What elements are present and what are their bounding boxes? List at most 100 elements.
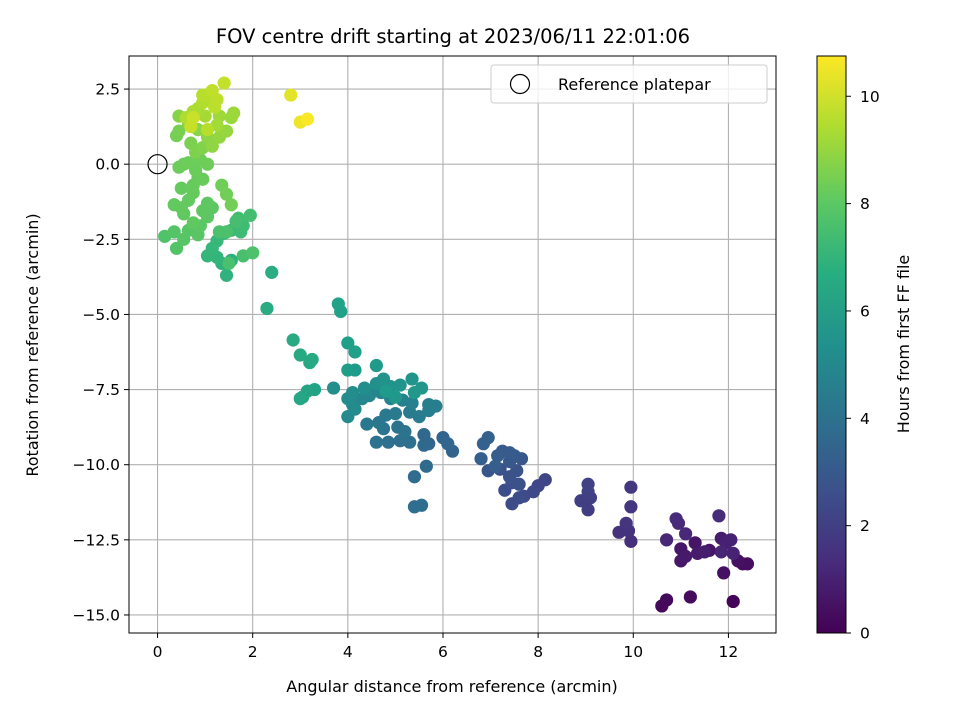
data-point (196, 204, 210, 218)
data-point (186, 111, 200, 125)
x-axis-ticks: 0 2 4 6 8 10 12 (153, 633, 739, 661)
y-axis-ticks: 2.5 0.0 −2.5 −5.0 −7.5 −10.0 −12.5 −15.0 (73, 81, 129, 624)
y-tick-label: 2.5 (95, 81, 120, 99)
x-tick-label: 2 (248, 643, 258, 661)
data-point (217, 76, 231, 90)
data-point (412, 410, 426, 424)
data-point (205, 83, 219, 98)
data-point (219, 124, 234, 138)
data-point (369, 358, 383, 373)
data-point (683, 590, 697, 604)
data-point (229, 214, 243, 228)
data-point (205, 139, 219, 153)
data-point (388, 407, 403, 421)
data-point (326, 381, 341, 395)
data-point (407, 500, 422, 514)
data-point (348, 402, 362, 416)
data-point (284, 88, 298, 102)
data-point (712, 509, 726, 523)
data-point (345, 385, 360, 400)
data-point (388, 390, 403, 404)
colorbar-tick-label: 4 (860, 410, 870, 428)
data-point (219, 225, 234, 239)
data-point (286, 333, 300, 347)
y-tick-label: −7.5 (82, 381, 120, 399)
data-point (293, 391, 307, 406)
data-point (355, 391, 369, 406)
data-point (246, 246, 260, 260)
legend: Reference platepar (490, 64, 768, 104)
data-point (360, 417, 374, 431)
data-point (300, 112, 315, 126)
data-point (512, 491, 526, 505)
data-point (679, 549, 693, 563)
data-point (581, 477, 595, 491)
data-point (581, 503, 595, 517)
data-point (407, 385, 422, 400)
data-point (488, 459, 502, 473)
reference-marker (147, 154, 168, 175)
data-point (260, 301, 274, 316)
data-point (624, 480, 638, 494)
x-tick-label: 8 (533, 643, 543, 661)
y-tick-label: −12.5 (73, 531, 121, 549)
legend-reference-marker (509, 73, 531, 95)
data-point (441, 437, 455, 451)
data-point (417, 428, 431, 442)
data-point (227, 106, 241, 120)
data-point (659, 533, 674, 547)
data-points (158, 76, 755, 613)
data-point (417, 438, 431, 452)
colorbar-tick-label: 8 (860, 195, 870, 213)
data-point (474, 452, 488, 466)
data-point (624, 500, 638, 514)
data-point (379, 384, 393, 398)
data-point (369, 435, 383, 449)
data-point (574, 494, 588, 508)
y-axis-label: Rotation from reference (arcmin) (23, 213, 42, 476)
x-axis-label: Angular distance from reference (arcmin) (286, 677, 617, 696)
data-point (186, 216, 200, 230)
data-point (669, 512, 683, 526)
colorbar: 0 2 4 6 8 10 Hours from first FF file (816, 55, 913, 643)
data-point (422, 398, 436, 412)
data-point (265, 265, 279, 279)
legend-entry-reference-platepar: Reference platepar (558, 75, 711, 94)
reference-marker-layer (147, 154, 168, 175)
data-point (181, 156, 196, 170)
data-point (726, 546, 740, 560)
data-point (659, 593, 674, 607)
data-point (305, 352, 319, 367)
x-tick-label: 12 (719, 643, 739, 661)
colorbar-label: Hours from first FF file (894, 255, 913, 434)
data-point (688, 536, 702, 550)
data-point (293, 348, 307, 362)
data-point (172, 124, 186, 138)
colorbar-tick-label: 6 (860, 302, 870, 320)
data-point (481, 431, 495, 445)
colorbar-ticks: 0 2 4 6 8 10 (846, 88, 880, 643)
data-point (407, 470, 422, 484)
data-point (698, 545, 712, 559)
data-point (624, 534, 638, 548)
data-point (174, 181, 188, 195)
data-point (391, 420, 405, 434)
data-point (243, 208, 257, 222)
data-point (348, 345, 362, 359)
data-point (405, 372, 419, 386)
data-point (169, 241, 184, 255)
x-tick-label: 10 (623, 643, 643, 661)
chart-title: FOV centre drift starting at 2023/06/11 … (216, 25, 690, 48)
data-point (726, 594, 740, 609)
x-tick-label: 0 (153, 643, 163, 661)
y-tick-label: 0.0 (95, 156, 120, 174)
x-tick-label: 4 (343, 643, 353, 661)
data-point (341, 336, 355, 350)
x-tick-label: 6 (438, 643, 448, 661)
data-point (724, 533, 738, 547)
data-point (717, 566, 731, 580)
colorbar-tick-label: 10 (860, 88, 880, 106)
legend-box (490, 64, 768, 104)
